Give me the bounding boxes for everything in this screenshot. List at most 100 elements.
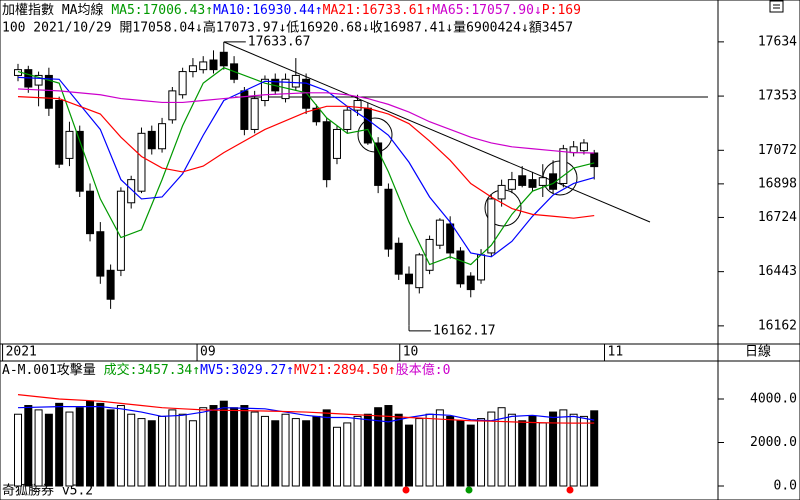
legend-volume: A-M.001攻擊量 成交:3457.34↑MV5:3029.27↑MV21:2… — [2, 362, 450, 378]
candle-body — [466, 275, 475, 291]
quote-info: 100 2021/10/29 開17058.04↓高17073.97↓低1692… — [2, 20, 573, 36]
candle-body — [199, 61, 208, 71]
footer: 奇狐勝券 v5.2 — [2, 483, 93, 499]
volume-bar — [240, 405, 249, 487]
candle-body — [44, 74, 53, 109]
volume-bar — [394, 413, 403, 487]
volume-bar — [250, 411, 259, 487]
candle-body — [178, 71, 187, 96]
candle-body — [518, 175, 527, 186]
candle-body — [127, 179, 136, 204]
candle-body — [147, 130, 156, 150]
legend-item: 加權指數 MA均線 — [2, 2, 111, 18]
candle-body — [250, 98, 259, 130]
candle-body — [96, 231, 105, 277]
trend-line — [223, 41, 651, 223]
candle-body — [75, 130, 84, 192]
legend-item: MA10:16930.44↑ — [213, 3, 323, 18]
volume-bar — [549, 411, 558, 487]
candle-body — [446, 223, 455, 254]
price-panel — [14, 41, 599, 326]
legend-item: MV21:2894.50↑ — [294, 363, 396, 378]
window-icon[interactable] — [769, 0, 784, 13]
legend-item: MA65:17057.90↓ — [432, 3, 542, 18]
volume-bar — [34, 409, 43, 487]
volume-bar — [168, 409, 177, 487]
volume-bar — [312, 415, 321, 487]
signal-dot — [402, 486, 410, 494]
volume-bar — [178, 413, 187, 487]
candle-body — [168, 90, 177, 121]
volume-bar — [199, 407, 208, 487]
legend-item: MV5:3029.27↑ — [200, 363, 294, 378]
volume-bar — [538, 422, 547, 487]
legend-main: 加權指數 MA均線 MA5:17006.43↑MA10:16930.44↑MA2… — [2, 2, 581, 18]
candle-body — [34, 74, 43, 86]
volume-bar — [559, 409, 568, 487]
volume-bar — [137, 418, 146, 487]
candle-body — [106, 269, 115, 300]
volume-bar — [579, 415, 588, 487]
volume-bar — [322, 409, 331, 487]
ma-line — [17, 88, 595, 154]
volume-bar — [507, 413, 516, 487]
volume-bar — [260, 415, 269, 487]
volume-bar — [271, 420, 280, 487]
period-label: 日線 — [745, 344, 771, 360]
candle-body — [188, 65, 197, 73]
candle-body — [425, 238, 434, 271]
candle-body — [343, 109, 352, 130]
volume-bar — [477, 418, 486, 487]
candle-body — [363, 107, 372, 144]
y-tick-label: 16724 — [758, 210, 797, 225]
volume-bar — [446, 415, 455, 487]
legend-item: 股本億:0 — [396, 362, 451, 378]
candle-body — [559, 148, 568, 184]
candle-body — [477, 254, 486, 281]
candle-body — [137, 132, 146, 192]
volume-bar — [24, 405, 33, 487]
candle-body — [487, 198, 496, 254]
volume-bar — [456, 420, 465, 487]
volume-bar — [405, 424, 414, 487]
y-tick-label: 17072 — [758, 143, 797, 158]
candle-body — [65, 130, 74, 159]
volume-bar — [343, 422, 352, 487]
ma-line — [17, 67, 595, 266]
volume-bar — [44, 413, 53, 487]
candle-body — [260, 78, 269, 102]
candle-body — [219, 51, 228, 67]
legend-item: P:169 — [542, 3, 581, 18]
volume-bar — [106, 409, 115, 487]
volume-bar — [518, 420, 527, 487]
volume-bar — [415, 418, 424, 487]
candle-body — [579, 142, 588, 152]
candle-body — [456, 250, 465, 285]
volume-bar — [188, 420, 197, 487]
candle-body — [538, 177, 547, 186]
x-tick-label: 10 — [403, 345, 419, 360]
ma-line — [17, 394, 595, 424]
y-tick-label: 2000.0 — [750, 435, 797, 450]
y-tick-label: 17353 — [758, 89, 797, 104]
volume-bar — [55, 402, 64, 487]
candle-body — [291, 74, 300, 88]
candle-body — [569, 146, 578, 154]
volume-bar — [528, 415, 537, 487]
candle-body — [590, 152, 599, 168]
volume-bar — [569, 413, 578, 487]
volume-bar — [384, 405, 393, 487]
y-tick-label: 16162 — [758, 318, 797, 333]
volume-bar — [590, 410, 599, 487]
volume-bar — [209, 405, 218, 487]
y-tick-label: 4000.0 — [750, 392, 797, 407]
candle-body — [158, 123, 167, 150]
legend-item: 成交:3457.34↑ — [104, 362, 200, 378]
y-tick-label: 16898 — [758, 176, 797, 191]
volume-bar — [14, 413, 23, 487]
candle-body — [374, 142, 383, 186]
legend-item: A-M.001攻擊量 — [2, 362, 104, 378]
volume-bar — [374, 407, 383, 487]
volume-bar — [219, 400, 228, 487]
